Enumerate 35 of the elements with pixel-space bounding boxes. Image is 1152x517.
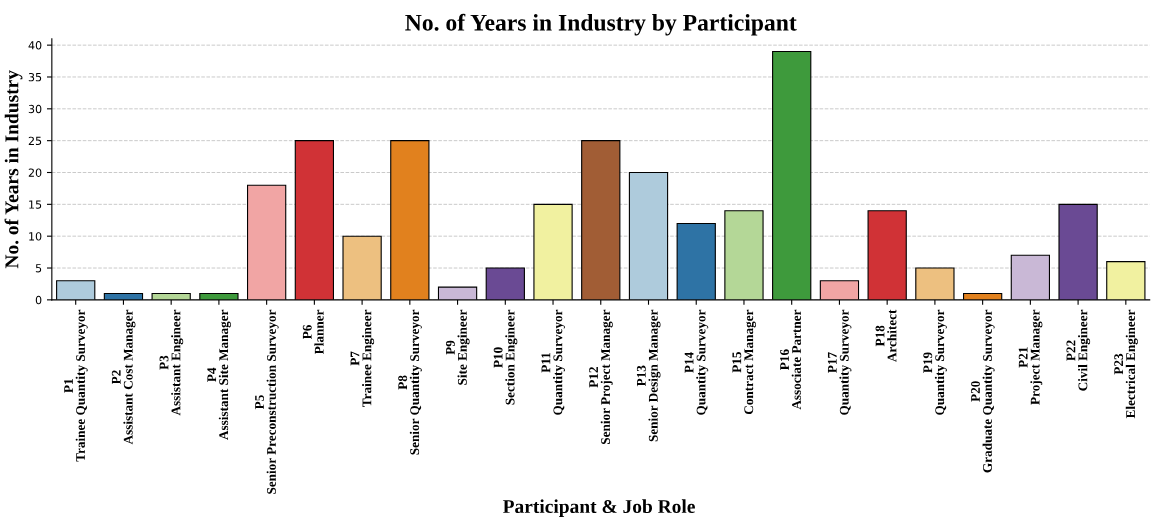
x-tick-label: P22 Civil Engineer <box>1066 309 1091 391</box>
y-tick-label: 30 <box>28 104 42 114</box>
x-tick-label: P13 Senior Design Manager <box>636 309 661 442</box>
x-tick-label: P20 Graduate Quantity Surveyor <box>971 309 995 473</box>
y-tick-label: 40 <box>28 41 42 50</box>
x-tick-label: P11 Quantity Surveyor <box>541 309 566 415</box>
x-tick-label: P17 Quantity Surveyor <box>827 309 852 415</box>
x-tick-label: P8 Senior Quantity Surveyor <box>398 309 422 455</box>
x-tick-label: P10 Section Engineer <box>493 309 518 405</box>
x-tick-label: P12 Senior Project Manager <box>589 309 613 444</box>
x-tick-label: P15 Contract Manager <box>732 309 756 415</box>
x-tick-label: P21 Project Manager <box>1018 309 1043 405</box>
y-tick-label: 20 <box>28 168 42 177</box>
x-tick-label: P16 Associate Partner <box>780 309 801 410</box>
y-tick-label: 15 <box>29 200 42 209</box>
x-axis-title: Participant & Job Role <box>502 499 695 517</box>
x-tick-label: P7 Trainee Engineer <box>350 309 375 407</box>
x-tick-label: P4 Assistant Site Manager <box>207 309 231 440</box>
y-tick-label: 25 <box>28 136 42 146</box>
y-axis-title: No. of Years in Industry <box>4 70 23 269</box>
x-tick-label: P19 Quantity Surveyor <box>923 309 947 415</box>
chart-title: No. of Years in Industry by Participant <box>405 13 797 36</box>
x-tick-label: P3 Assistant Engineer <box>159 309 184 416</box>
x-tick-label: P18 Architect <box>875 309 897 362</box>
y-tick-label: 5 <box>35 264 42 273</box>
y-tick-label: 35 <box>28 72 42 82</box>
x-tick-label: P14 Quantity Surveyor <box>684 309 709 415</box>
x-tick-label: P2 Assistant Cost Manager <box>111 309 136 445</box>
x-tick-label: P1 Trainee Quantity Surveyor <box>64 309 88 462</box>
x-tick-label: P9 Site Engineer <box>445 309 470 385</box>
x-tick-label: P23 Electrical Engineer <box>1114 309 1138 419</box>
y-tick-label: 0 <box>35 295 42 305</box>
x-tick-label: P6 Planner <box>302 309 324 355</box>
y-tick-label: 10 <box>29 232 42 241</box>
x-tick-label: P5 Senior Preconstruction Surveyor <box>255 309 279 494</box>
